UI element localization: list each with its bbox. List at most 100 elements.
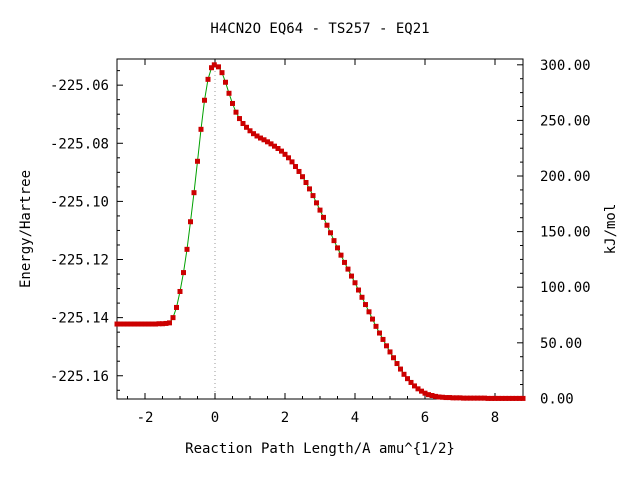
data-point: [118, 321, 123, 327]
data-point: [471, 395, 477, 401]
data-point: [352, 280, 358, 286]
data-point: [377, 330, 382, 336]
data-point: [296, 168, 302, 174]
data-point: [211, 62, 217, 68]
data-point: [461, 395, 466, 401]
data-point: [202, 97, 207, 103]
data-point: [429, 393, 435, 399]
data-point: [188, 219, 193, 225]
y-tick-label: -225.12: [50, 253, 109, 269]
data-point: [387, 349, 393, 355]
data-point: [338, 252, 344, 258]
y-axis-right: 300.00 250.00 200.00 150.00 100.00 50.00 0.00: [517, 58, 591, 407]
data-point: [209, 65, 214, 71]
data-point: [394, 361, 400, 367]
y-tick-label: -225.16: [50, 369, 109, 385]
y2-tick-label: 250.00: [540, 113, 591, 129]
data-point: [282, 151, 288, 157]
data-point: [485, 395, 491, 401]
data-point: [272, 143, 277, 149]
data-point: [440, 394, 445, 400]
data-point: [153, 321, 158, 327]
data-point: [513, 395, 519, 401]
data-point: [244, 124, 249, 130]
chart-title: H4CN2O EQ64 - TS257 - EQ21: [210, 21, 429, 37]
y-axis-left: -225.06 -225.08 -225.10 -225.12 -225.14 -225.…: [50, 70, 123, 391]
data-point: [132, 321, 137, 327]
data-point: [398, 366, 403, 372]
data-point: [307, 186, 312, 192]
data-point: [510, 395, 515, 401]
data-point: [135, 321, 141, 327]
data-point: [177, 288, 183, 294]
data-point: [391, 355, 396, 361]
x-axis: -2 0 2 4 6 8: [127, 59, 513, 426]
data-point: [163, 320, 169, 326]
data-point: [303, 180, 309, 186]
x-tick-label: 2: [281, 410, 289, 426]
data-point: [464, 395, 470, 401]
data-point: [415, 386, 421, 392]
data-point: [324, 222, 330, 228]
series-line: [117, 64, 523, 399]
data-point: [496, 395, 501, 401]
data-point: [174, 304, 179, 310]
data-point: [492, 395, 498, 401]
data-point: [240, 121, 246, 127]
y-tick-label: -225.10: [50, 194, 109, 210]
data-point: [419, 388, 424, 394]
data-point: [289, 159, 295, 165]
series-line-group: [117, 64, 523, 399]
data-point: [167, 320, 172, 326]
data-point: [146, 321, 151, 327]
data-point: [478, 395, 484, 401]
x-tick-label: -2: [137, 410, 154, 426]
data-point: [489, 395, 494, 401]
data-point: [149, 321, 155, 327]
y2-tick-label: 200.00: [540, 169, 591, 185]
data-point: [265, 139, 270, 145]
data-point: [258, 135, 263, 141]
y2-tick-label: 150.00: [540, 225, 591, 241]
data-point: [230, 100, 235, 106]
data-point: [293, 164, 298, 170]
y2-tick-label: 300.00: [540, 58, 591, 74]
data-point: [142, 321, 148, 327]
data-point: [181, 270, 186, 276]
data-point: [314, 200, 319, 206]
data-point: [457, 395, 463, 401]
data-point: [422, 390, 428, 396]
data-point: [195, 158, 200, 164]
data-point: [345, 266, 351, 272]
data-point: [275, 146, 281, 152]
data-point: [436, 394, 442, 400]
y2-tick-label: 50.00: [540, 336, 582, 352]
data-point: [408, 379, 414, 385]
data-point: [300, 174, 305, 180]
data-point: [520, 395, 526, 401]
data-point: [114, 321, 120, 327]
y-axis-label: Energy/Hartree: [18, 170, 34, 288]
data-point: [370, 316, 375, 322]
data-point: [384, 343, 389, 349]
data-point: [482, 395, 487, 401]
data-point: [205, 76, 211, 82]
data-point: [433, 393, 438, 399]
data-point: [223, 79, 228, 85]
data-point: [401, 371, 407, 377]
data-point: [198, 126, 204, 132]
data-point: [261, 137, 267, 143]
data-point: [317, 207, 323, 213]
data-point: [191, 190, 197, 196]
data-point: [517, 395, 522, 401]
data-point: [475, 395, 480, 401]
data-point: [349, 273, 354, 279]
plot-frame: [116, 58, 524, 400]
y-tick-label: -225.14: [50, 311, 109, 327]
data-point: [254, 133, 260, 139]
y-tick-label: -225.08: [50, 136, 109, 152]
data-point: [342, 259, 347, 265]
data-point: [499, 395, 505, 401]
data-point: [321, 214, 326, 220]
